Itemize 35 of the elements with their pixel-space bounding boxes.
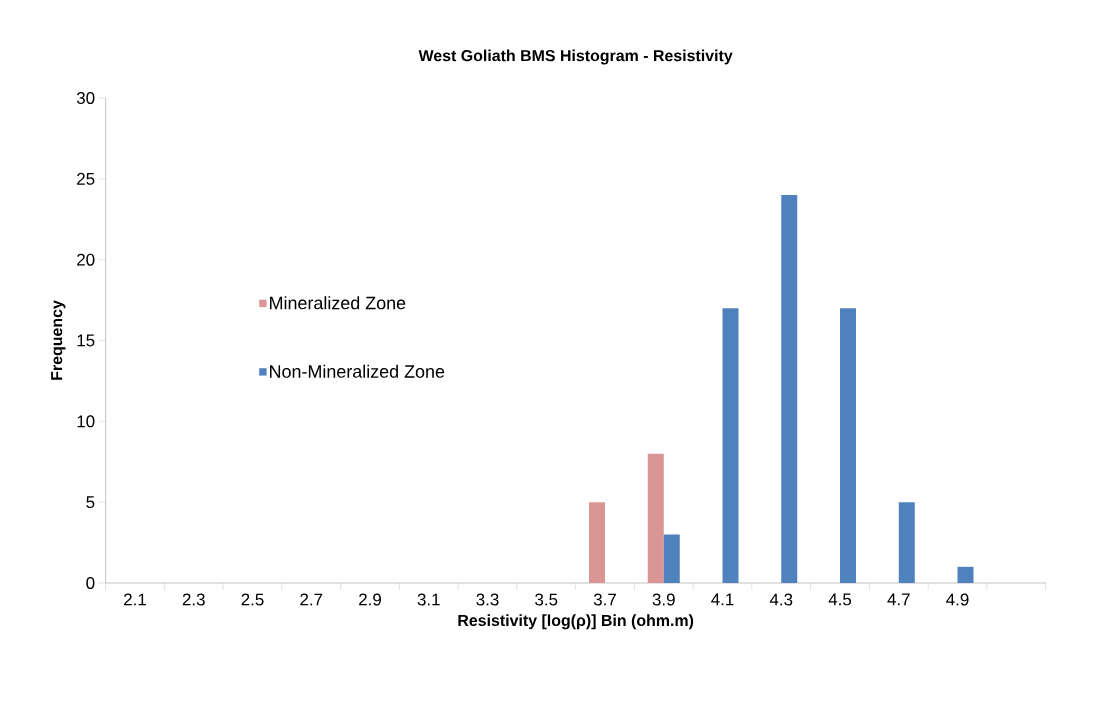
chart-title: West Goliath BMS Histogram - Resistivity — [418, 49, 733, 65]
bar — [957, 566, 974, 583]
x-tick-label: 3.7 — [593, 593, 616, 606]
y-tick-label: 10 — [77, 415, 95, 428]
bar — [898, 502, 915, 583]
x-tick-label: 4.5 — [828, 593, 852, 606]
y-tick-label: 0 — [86, 577, 95, 589]
x-tick-label: 4.1 — [711, 593, 734, 606]
y-tick-label: 20 — [77, 253, 95, 266]
x-tick-label: 4.9 — [946, 593, 969, 606]
y-tick-label: 25 — [77, 172, 95, 185]
legend-label: Mineralized Zone — [270, 296, 406, 310]
x-tick-label: 2.7 — [300, 593, 323, 606]
y-tick-label: 15 — [77, 334, 95, 347]
x-tick-label: 4.7 — [887, 593, 910, 606]
bar — [781, 195, 798, 583]
x-tick-label: 3.3 — [476, 593, 499, 606]
x-tick-label: 3.9 — [652, 593, 675, 606]
x-axis-title: Resistivity [log(ρ)] Bin (ohm.m) — [458, 614, 694, 630]
x-tick-label: 3.5 — [535, 593, 558, 606]
x-tick-label: 4.3 — [769, 593, 793, 606]
x-tick-label: 2.1 — [124, 593, 146, 606]
legend-label: Non-Mineralized Zone — [270, 364, 445, 378]
y-tick-label: 5 — [86, 496, 95, 509]
y-tick-label: 30 — [76, 92, 95, 104]
x-tick-label: 2.9 — [359, 593, 381, 606]
bar — [840, 308, 857, 583]
bar — [663, 534, 680, 583]
y-axis-title: Frequency — [51, 300, 66, 380]
x-tick-label: 2.3 — [182, 593, 205, 606]
bar — [647, 453, 664, 583]
x-tick-label: 2.5 — [241, 593, 264, 606]
x-tick-label: 3.1 — [417, 593, 440, 606]
bar — [722, 308, 739, 583]
bar — [589, 502, 606, 583]
